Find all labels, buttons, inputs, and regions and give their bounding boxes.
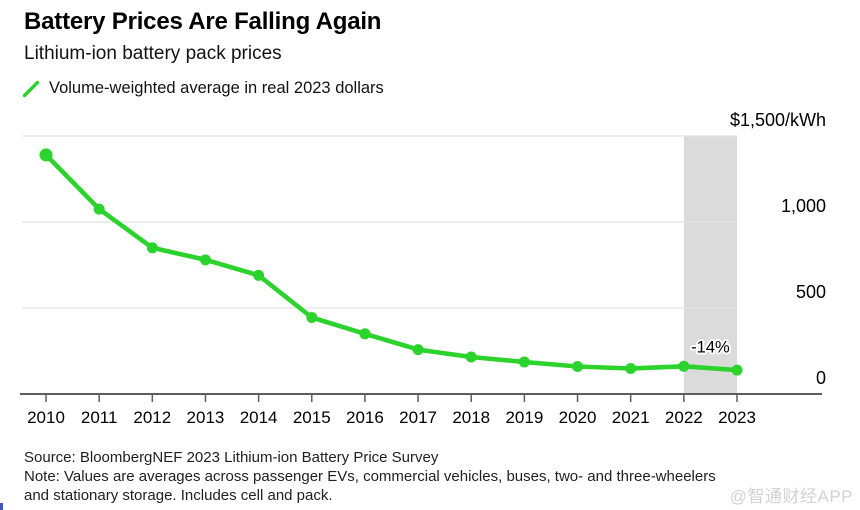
data-point <box>253 269 265 281</box>
note-text-line2: and stationary storage. Includes cell an… <box>24 487 333 504</box>
page-title: Battery Prices Are Falling Again <box>24 8 382 35</box>
data-point <box>93 203 105 215</box>
note-text-line1: Note: Values are averages across passeng… <box>24 468 716 485</box>
source-text: Source: BloombergNEF 2023 Lithium-ion Ba… <box>24 449 439 466</box>
data-point <box>199 254 211 266</box>
data-point <box>625 363 637 375</box>
x-axis-label: 2015 <box>293 408 331 427</box>
x-axis-label: 2017 <box>399 408 437 427</box>
highlight-band <box>683 136 737 394</box>
data-point <box>412 344 424 356</box>
watermark: @智通财经APP <box>729 487 853 506</box>
data-point <box>518 356 530 368</box>
data-point <box>146 242 158 254</box>
x-axis-label: 2021 <box>612 408 650 427</box>
x-axis-label: 2012 <box>133 408 171 427</box>
data-point <box>731 364 743 376</box>
y-axis-label: 1,000 <box>781 196 826 216</box>
y-axis-label: 0 <box>816 368 826 388</box>
x-axis-label: 2013 <box>187 408 225 427</box>
data-point <box>306 311 318 323</box>
x-axis-label: 2018 <box>452 408 490 427</box>
data-point <box>572 360 584 372</box>
chart-subtitle: Lithium-ion battery pack prices <box>24 43 282 64</box>
data-point <box>678 360 690 372</box>
x-axis-label: 2014 <box>240 408 278 427</box>
x-axis-label: 2019 <box>505 408 543 427</box>
x-axis-label: 2010 <box>27 408 65 427</box>
x-axis-label: 2011 <box>81 408 118 427</box>
y-axis-label: 500 <box>796 282 826 302</box>
annotation-change-label: -14% <box>691 338 730 356</box>
legend-line-icon <box>22 80 40 98</box>
y-axis-label: $1,500/kWh <box>730 110 826 130</box>
legend-label: Volume-weighted average in real 2023 dol… <box>49 79 384 97</box>
price-line <box>43 152 740 373</box>
legend: Volume-weighted average in real 2023 dol… <box>22 79 384 98</box>
data-point <box>465 351 477 363</box>
data-point <box>359 328 371 340</box>
x-axis-label: 2023 <box>718 408 756 427</box>
footer: Source: BloombergNEF 2023 Lithium-ion Ba… <box>24 448 716 505</box>
bottom-left-blue-mark <box>0 503 3 510</box>
x-axis-label: 2020 <box>559 408 597 427</box>
x-axis-label: 2022 <box>665 408 703 427</box>
x-axis-label: 2016 <box>346 408 384 427</box>
data-point <box>39 148 53 162</box>
